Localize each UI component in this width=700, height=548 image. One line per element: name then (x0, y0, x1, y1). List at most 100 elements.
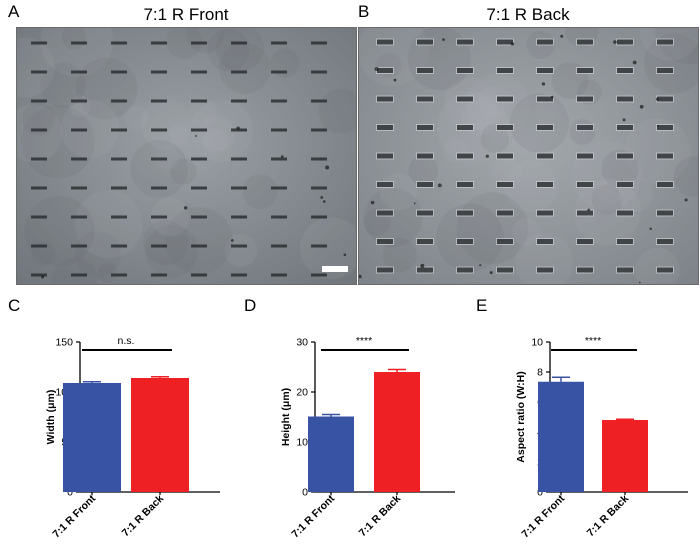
debris-speck (236, 126, 240, 130)
microwell (537, 210, 553, 216)
microwell (271, 244, 287, 248)
debris-speck (622, 118, 626, 122)
debris-speck (638, 281, 641, 284)
micrograph-texture (505, 160, 558, 213)
debris-speck (343, 253, 347, 257)
micrograph-back-image (358, 27, 699, 285)
microwell (577, 239, 593, 244)
microwell (311, 273, 327, 277)
micrograph-texture (143, 220, 189, 266)
microwell (617, 96, 633, 102)
microwell (191, 244, 207, 248)
y-tick-label: 150 (55, 337, 73, 349)
y-axis-label: Width (μm) (45, 390, 57, 445)
micrograph-texture (673, 156, 698, 197)
micrograph-texture (198, 115, 235, 152)
y-tick-label: 30 (296, 337, 308, 349)
debris-speck (393, 78, 397, 82)
microwell (497, 153, 513, 159)
microwell (657, 239, 673, 244)
microwell (497, 39, 513, 45)
microwell (191, 157, 207, 161)
bar-front (308, 416, 354, 492)
panel-letter-e: E (476, 296, 488, 315)
debris-speck (325, 165, 330, 170)
microwell (151, 70, 167, 74)
microwell (151, 273, 167, 277)
microwell (231, 215, 247, 219)
micrograph-texture (436, 203, 504, 272)
microwell (111, 41, 127, 45)
y-tick-label: 0 (302, 487, 308, 499)
debris-speck (649, 227, 652, 230)
micrograph-texture (17, 37, 56, 98)
category-label: 7:1 R Back (585, 493, 632, 540)
microwell (377, 68, 393, 73)
debris-speck (632, 60, 637, 65)
microwell (71, 244, 87, 248)
micrograph-texture (190, 99, 253, 163)
debris-speck (442, 38, 445, 41)
microwell (191, 41, 207, 45)
category-label: 7:1 R Front (50, 492, 98, 540)
debris-speck (370, 200, 375, 205)
microwell (151, 186, 167, 190)
microwell (311, 244, 327, 248)
micrograph-texture (379, 173, 418, 211)
micrograph-texture (40, 28, 114, 78)
panel-letter-a: A (8, 2, 20, 21)
microwell (657, 210, 673, 216)
micrograph-texture (168, 123, 190, 145)
microwell (617, 68, 633, 73)
microwell (191, 128, 207, 132)
microwell (457, 267, 473, 273)
microwell (31, 99, 47, 103)
microwell (191, 70, 207, 74)
micrograph-texture (207, 28, 250, 72)
micrograph-texture (165, 207, 233, 275)
micrograph-texture (465, 73, 530, 138)
microwell (377, 267, 393, 273)
microwell (657, 125, 673, 130)
microwell (577, 182, 593, 187)
debris-speck (359, 274, 362, 279)
category-label: 7:1 R Front (519, 492, 567, 540)
microwell (417, 39, 433, 45)
chart-aspect-ratio: 0246810Aspect ratio (W:H)7:1 R Front7:1 … (470, 320, 700, 548)
microwell (417, 153, 433, 159)
microwell (537, 153, 553, 159)
microwell (111, 273, 127, 277)
microwell (151, 41, 167, 45)
microwell (151, 215, 167, 219)
debris-speck (420, 263, 425, 268)
microwell (377, 182, 393, 187)
microwell (31, 244, 47, 248)
microwell (271, 70, 287, 74)
micrograph-texture (166, 28, 203, 60)
debris-speck (639, 104, 644, 109)
microwell (311, 41, 327, 45)
microwell (111, 128, 127, 132)
microwell (31, 128, 47, 132)
microwell (457, 125, 473, 130)
microwell (71, 128, 87, 132)
microwell (657, 39, 673, 45)
micrograph-texture (185, 28, 225, 54)
microwell (577, 267, 593, 273)
micrograph-texture (635, 247, 680, 284)
microwell (537, 182, 553, 187)
micrograph-texture (60, 99, 120, 158)
microwell (577, 68, 593, 73)
micrograph-texture (408, 155, 439, 186)
microwell (537, 39, 553, 45)
y-axis-label: Aspect ratio (W:H) (515, 371, 527, 462)
y-tick-label: 0 (537, 487, 543, 499)
microwell (231, 99, 247, 103)
debris-speck (485, 154, 489, 158)
microwell (271, 41, 287, 45)
micrograph-texture (170, 158, 197, 185)
microwell (537, 96, 553, 102)
debris-speck (195, 134, 197, 137)
microwell (457, 68, 473, 73)
debris-speck (183, 206, 188, 210)
